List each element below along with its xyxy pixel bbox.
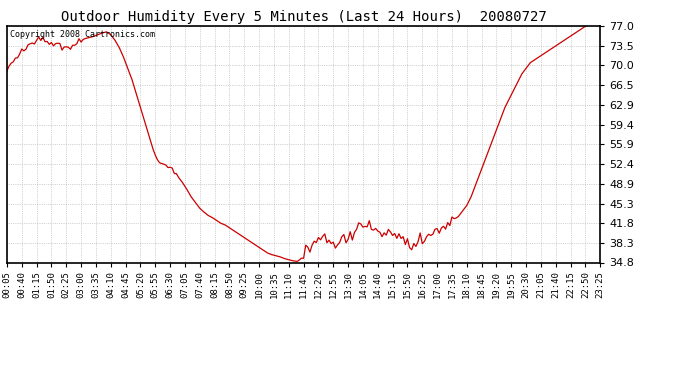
Title: Outdoor Humidity Every 5 Minutes (Last 24 Hours)  20080727: Outdoor Humidity Every 5 Minutes (Last 2… xyxy=(61,10,546,24)
Text: Copyright 2008 Cartronics.com: Copyright 2008 Cartronics.com xyxy=(10,30,155,39)
